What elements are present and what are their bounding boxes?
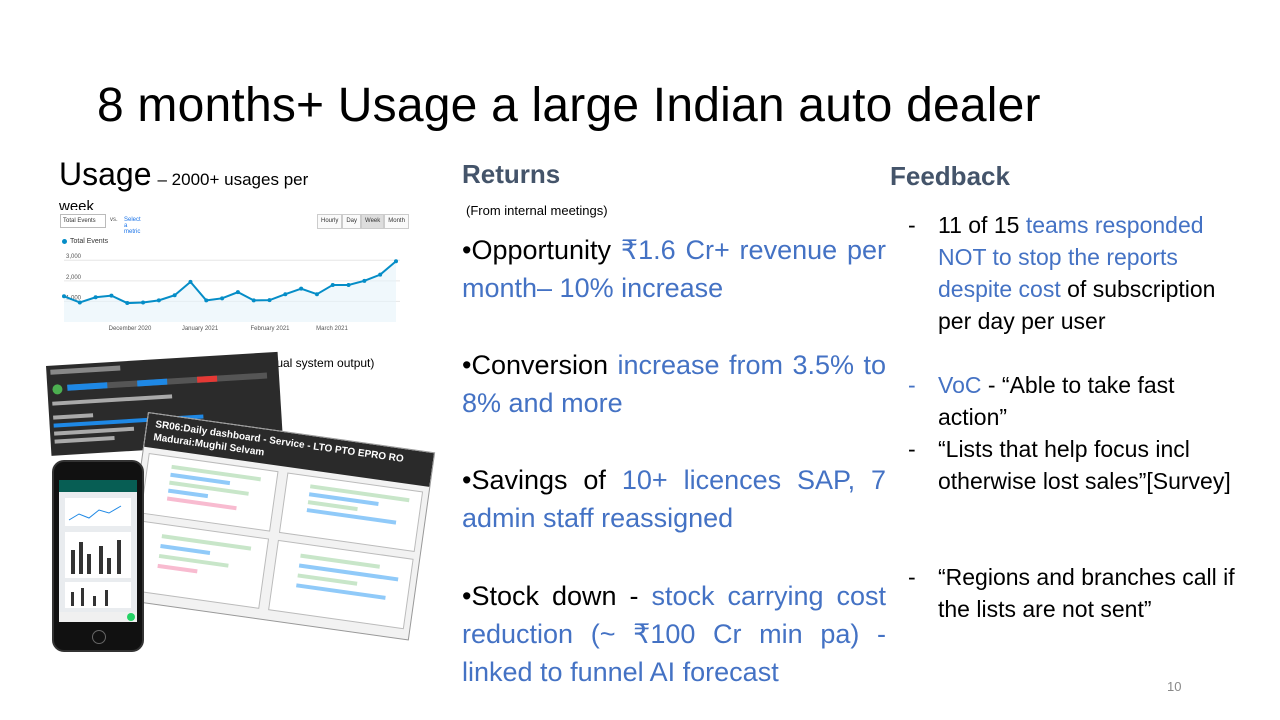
series-area (64, 261, 396, 322)
feedback-highlight: teams responded NOT to stop the reports … (938, 212, 1204, 302)
data-point[interactable] (93, 295, 98, 300)
returns-heading: Returns (462, 159, 561, 189)
usage-heading-row: Usage – 2000+ usages per (59, 156, 308, 193)
x-tick-label: February 2021 (250, 326, 290, 332)
feedback-text: “Regions and branches call if the lists … (938, 564, 1235, 622)
data-point[interactable] (204, 298, 209, 303)
returns-item-opportunity: •Opportunity ₹1.6 Cr+ revenue per month–… (462, 231, 886, 307)
page-number: 10 (1167, 679, 1182, 694)
chart-legend: Total Events (62, 238, 108, 245)
data-point[interactable] (283, 292, 288, 297)
data-point[interactable] (330, 282, 335, 287)
data-point[interactable] (346, 282, 351, 287)
x-tick-label: December 2020 (109, 326, 152, 332)
hourly-button[interactable]: Hourly (317, 214, 343, 229)
slide-title: 8 months+ Usage a large Indian auto deal… (97, 79, 1041, 132)
returns-item-label: •Opportunity (462, 235, 621, 265)
data-point[interactable] (62, 294, 66, 299)
select-metric-link[interactable]: Select a metric (124, 217, 141, 235)
data-point[interactable] (235, 290, 240, 295)
feedback-text: 11 of 15 teams responded NOT to stop the… (938, 209, 1248, 337)
actual-output-caption: (Actual system output) (255, 356, 375, 370)
data-point[interactable] (299, 286, 304, 291)
feedback-prefix: 11 of 15 (938, 212, 1026, 238)
data-point[interactable] (109, 293, 114, 298)
feedback-item-voc: - VoC - “Able to take fast action” (908, 369, 1248, 433)
feedback-text: VoC - “Able to take fast action” (938, 369, 1248, 433)
feedback-suffix: of subscription per day per user (938, 276, 1216, 334)
phone-screen (59, 480, 137, 622)
returns-item-value: ₹1.6 Cr+ revenue per month– 10% increase (462, 235, 887, 303)
data-point[interactable] (156, 298, 161, 303)
dashboard-bars-thumbnail (129, 453, 424, 630)
phone-mockup (52, 460, 144, 652)
returns-item-conversion: •Conversion increase from 3.5% to 8% and… (462, 346, 886, 422)
phone-home-button (92, 630, 106, 644)
x-tick-label: January 2021 (182, 326, 219, 332)
returns-item-savings: •Savings of 10+ licences SAP, 7 admin st… (462, 461, 886, 537)
data-point[interactable] (77, 300, 82, 305)
usage-subheading: – 2000+ usages per (157, 170, 309, 189)
returns-item-label: •Stock down - (462, 581, 652, 611)
legend-dot-icon (62, 239, 67, 244)
y-tick-label: 3,000 (66, 254, 82, 260)
series-line (63, 260, 397, 305)
feedback-item-regions: - “Regions and branches call if the list… (908, 561, 1248, 625)
feedback-text: “Lists that help focus incl otherwise lo… (938, 436, 1231, 494)
feedback-suffix: - “Able to take fast action” (938, 372, 1175, 430)
legend-label: Total Events (70, 238, 109, 245)
data-point[interactable] (378, 272, 383, 277)
usage-subheading-wrap: week (59, 198, 95, 212)
feedback-dash: - (908, 564, 916, 590)
data-point[interactable] (141, 300, 146, 305)
data-point[interactable] (220, 296, 225, 301)
data-point[interactable] (188, 279, 193, 284)
analytics-chart-card: Total Events vs. Select a metric Hourly … (60, 210, 409, 334)
returns-item-label: •Conversion (462, 350, 618, 380)
screenshot-daily-dashboard: SR06:Daily dashboard - Service - LTO PTO… (121, 412, 436, 641)
data-point[interactable] (172, 293, 177, 298)
data-point[interactable] (394, 259, 398, 264)
granularity-buttons: Hourly Day Week Month (317, 214, 409, 229)
returns-item-value: increase from 3.5% to 8% and more (462, 350, 886, 418)
data-point[interactable] (267, 298, 272, 303)
vs-label: vs. (110, 217, 118, 223)
data-point[interactable] (251, 298, 256, 303)
day-button[interactable]: Day (342, 214, 362, 229)
feedback-heading: Feedback (890, 161, 1010, 191)
x-tick-label: March 2021 (316, 326, 348, 332)
feedback-dash: - (908, 212, 916, 238)
phone-app-thumbnail (59, 480, 137, 622)
y-tick-label: 1,000 (66, 295, 82, 301)
data-point[interactable] (362, 278, 367, 283)
feedback-item-teams: - 11 of 15 teams responded NOT to stop t… (908, 209, 1248, 337)
feedback-dash: - (908, 372, 916, 398)
returns-item-stock: •Stock down - stock carrying cost reduct… (462, 577, 886, 691)
returns-note: (From internal meetings) (466, 203, 608, 218)
data-point[interactable] (314, 292, 319, 297)
y-tick-label: 2,000 (66, 275, 82, 281)
returns-item-label: •Savings of (462, 465, 622, 495)
returns-item-value: stock carrying cost reduction (~ ₹100 Cr… (462, 581, 886, 687)
month-button[interactable]: Month (384, 214, 409, 229)
feedback-highlight: VoC (938, 372, 982, 398)
returns-item-value: 10+ licences SAP, 7 admin staff reassign… (462, 465, 887, 533)
usage-line-chart: 3,000 2,000 1,000 December 2020 January 2021… (62, 254, 400, 332)
usage-heading: Usage (59, 156, 152, 192)
data-point[interactable] (125, 301, 130, 306)
week-button[interactable]: Week (361, 214, 385, 229)
feedback-dash: - (908, 436, 916, 462)
metric-select[interactable]: Total Events (60, 214, 106, 228)
feedback-item-lists: - “Lists that help focus incl otherwise … (908, 433, 1248, 497)
